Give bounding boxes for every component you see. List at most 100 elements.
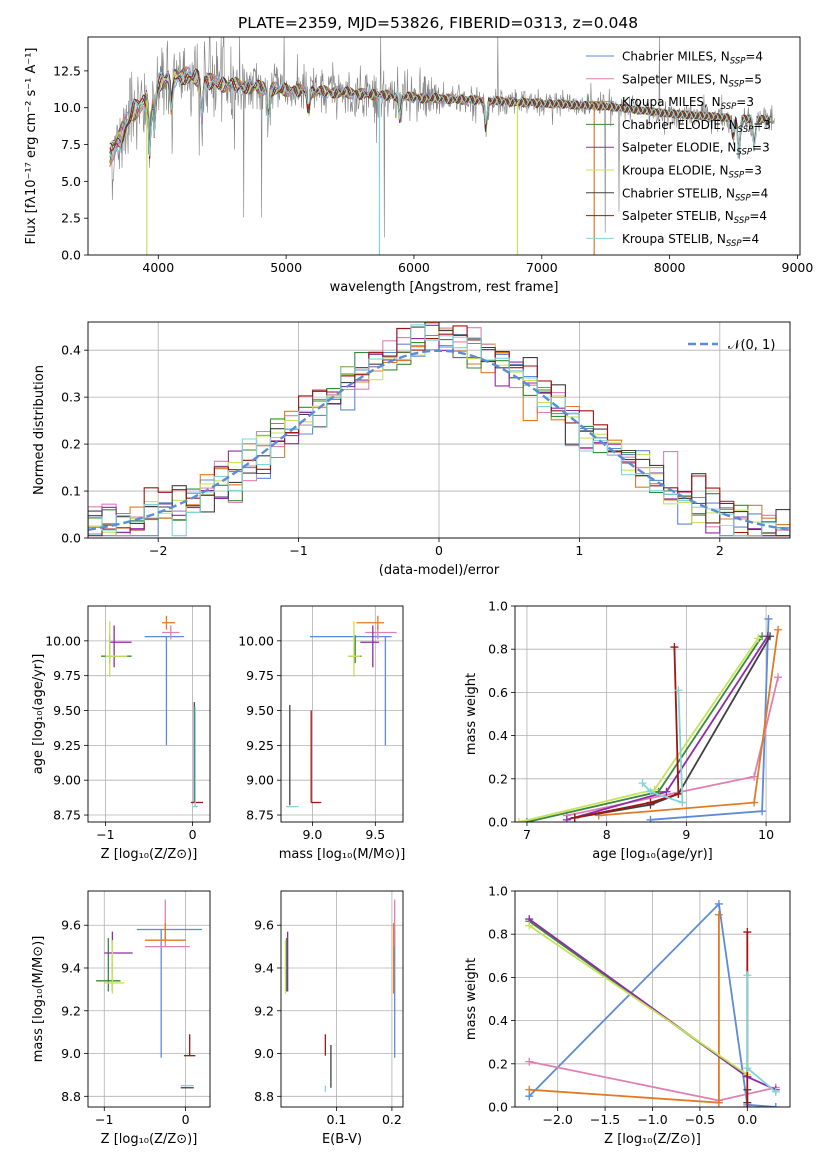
axes-frame — [87, 321, 791, 539]
y-tick-label: 10.00 — [45, 633, 81, 648]
y-tick-label: 9.25 — [246, 738, 274, 753]
y-tick-label: 8.8 — [61, 1089, 81, 1104]
x-tick-label: −1.5 — [590, 1112, 620, 1127]
mass_vs_ebv-axes: 0.1 0.2 8.8 9.0 9.2 9.4 9.6 E(B-V) — [254, 890, 404, 1147]
x-tick-label: 9 — [682, 827, 690, 842]
weight-marker — [570, 813, 579, 822]
weight-marker — [743, 971, 752, 980]
weight-series-line — [641, 690, 684, 804]
weight-marker — [662, 787, 671, 796]
y-tick-label: 8.8 — [254, 1089, 274, 1104]
y-tick-label: 0.2 — [488, 771, 508, 786]
weight-marker — [646, 787, 655, 796]
weight-marker — [525, 1085, 534, 1094]
y-axis-label: age [log₁₀(age/yr)] — [31, 654, 46, 775]
x-tick-label: −1 — [96, 827, 114, 842]
legend-label-main: Salpeter STELIB, N — [622, 209, 734, 223]
legend-label-subscript: SSP — [734, 216, 750, 226]
x-tick-label: −0.5 — [685, 1112, 715, 1127]
x-axis-label: wavelength [Angstrom, rest frame] — [330, 280, 559, 295]
age_vs_Z-axes: −1 0 8.75 9.00 9.25 9.50 9.75 10.00 Z [log₁₀(Z/Z… — [31, 605, 211, 862]
y-tick-label: 2.5 — [61, 211, 81, 226]
weight-marker — [714, 910, 723, 919]
axes-frame — [280, 890, 404, 1108]
figure-title: PLATE=2359, MJD=53826, FIBERID=0313, z=0… — [238, 14, 638, 32]
y-axis-label: Flux [fλ10⁻¹⁷ erg cm⁻² s⁻¹ A⁻¹] — [24, 48, 39, 245]
x-tick-label: 5000 — [270, 260, 302, 275]
weight-marker — [674, 789, 683, 798]
y-tick-label: 9.0 — [61, 1046, 81, 1061]
x-axis-label: Z [log₁₀(Z/Z⊙)] — [604, 1132, 701, 1147]
x-tick-label: 9000 — [782, 260, 814, 275]
weight-series-line — [574, 635, 771, 819]
axes-frame — [87, 890, 211, 1108]
legend-label-subscript: SSP — [735, 193, 751, 203]
weight_vs_Z-axes: −2.0 −1.5 −1.0 −0.5 0.0 0.0 0.2 0.4 0.6 0.8 1.0 Z [… — [464, 884, 791, 1147]
weight-marker — [774, 673, 783, 682]
weight-marker — [515, 818, 523, 822]
y-tick-label: 9.2 — [61, 1003, 81, 1018]
axes-frame — [87, 605, 211, 823]
axes-frame — [280, 605, 404, 823]
axes-frame — [87, 36, 801, 256]
weight-marker — [638, 779, 647, 788]
legend-label-subscript: SSP — [738, 125, 754, 135]
y-tick-label: 9.00 — [246, 773, 274, 788]
weight-marker — [646, 815, 655, 822]
x-axis-label: mass [log₁₀(M/M⊙)] — [279, 847, 406, 862]
legend-label-subscript: SSP — [721, 102, 737, 112]
weight-marker — [674, 686, 683, 695]
y-tick-label: 5.0 — [61, 174, 81, 189]
histogram-legend: 𝒩(0, 1) — [688, 338, 775, 353]
y-tick-label: 9.6 — [61, 918, 81, 933]
weight-marker — [754, 634, 763, 643]
y-axis-label: Normed distribution — [32, 365, 47, 495]
y-axis-label: mass weight — [464, 958, 479, 1040]
y-tick-label: 9.4 — [254, 960, 274, 975]
legend-label-main: Chabrier MILES, N — [622, 50, 730, 64]
legend-label-subscript: SSP — [729, 171, 745, 181]
weight_vs_age-plot-area — [515, 614, 783, 822]
x-tick-label: −2.0 — [542, 1112, 572, 1127]
spectrum-plot-area — [109, 37, 775, 255]
weight_vs_age-axes: 7 8 9 10 0.0 0.2 0.4 0.6 0.8 1.0 age [log₁₀(age/yr… — [464, 599, 791, 862]
legend-label-value: =3 — [753, 118, 771, 132]
y-tick-label: 7.5 — [61, 137, 81, 152]
y-tick-label: 10.00 — [238, 633, 274, 648]
weight-marker — [774, 625, 783, 634]
y-tick-label: 9.75 — [246, 668, 274, 683]
legend-label-subscript: SSP — [730, 57, 746, 67]
weight-marker — [743, 1064, 752, 1073]
age_vs_Z-plot-area — [101, 615, 204, 808]
y-tick-label: 0.0 — [61, 248, 81, 263]
y-tick-label: 9.25 — [53, 738, 81, 753]
y-tick-label: 0.3 — [61, 390, 81, 405]
y-tick-label: 0.2 — [61, 437, 81, 452]
y-tick-label: 9.00 — [53, 773, 81, 788]
weight-marker — [714, 899, 723, 908]
y-tick-label: 1.0 — [488, 884, 508, 899]
y-tick-label: 0.4 — [488, 728, 508, 743]
legend-label-value: =4 — [751, 186, 769, 200]
weight-series-line — [746, 975, 777, 1093]
legend-label: Salpeter MILES, NSSP=5 — [622, 72, 762, 89]
x-tick-label: 2 — [716, 543, 724, 558]
residual_histogram-plot-area — [88, 322, 790, 537]
y-tick-label: 12.5 — [53, 63, 81, 78]
legend-label-value: =5 — [744, 72, 762, 86]
axes-frame — [514, 890, 791, 1108]
y-tick-label: 0.4 — [488, 1013, 508, 1028]
residual_histogram-axes: −2 −1 0 1 2 0.0 0.1 0.2 0.3 0.4 (data-model)/error… — [32, 321, 791, 578]
y-tick-label: 0.0 — [61, 531, 81, 546]
legend-label: Kroupa MILES, NSSP=3 — [622, 95, 754, 112]
x-tick-label: 0.0 — [737, 1112, 757, 1127]
y-tick-label: 9.0 — [254, 1046, 274, 1061]
x-axis-label: age [log₁₀(age/yr)] — [592, 847, 713, 862]
weight-marker — [646, 798, 655, 807]
x-tick-label: 8 — [603, 827, 611, 842]
residual-histogram-step — [88, 324, 790, 537]
axes-frame — [514, 605, 791, 823]
x-tick-label: 0 — [182, 1112, 190, 1127]
age_vs_mass-plot-area — [286, 615, 397, 808]
